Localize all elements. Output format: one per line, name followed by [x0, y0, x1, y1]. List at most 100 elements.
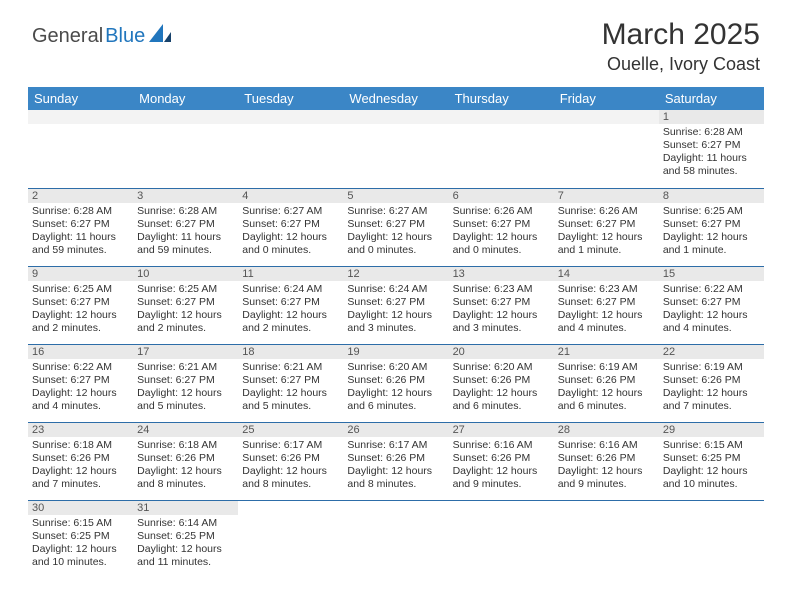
day-body: Sunrise: 6:16 AMSunset: 6:26 PMDaylight:…	[554, 437, 659, 494]
sunrise-text: Sunrise: 6:15 AM	[32, 517, 129, 530]
calendar-cell	[133, 110, 238, 188]
day-number: 2	[28, 189, 133, 203]
sunset-text: Sunset: 6:27 PM	[137, 296, 234, 309]
weekday-header: Monday	[133, 87, 238, 110]
logo-sail-icon	[149, 24, 171, 42]
sunrise-text: Sunrise: 6:22 AM	[32, 361, 129, 374]
day-body: Sunrise: 6:22 AMSunset: 6:27 PMDaylight:…	[659, 281, 764, 338]
daylight-text: Daylight: 11 hours and 58 minutes.	[663, 152, 760, 178]
day-body: Sunrise: 6:19 AMSunset: 6:26 PMDaylight:…	[659, 359, 764, 416]
sunset-text: Sunset: 6:27 PM	[242, 374, 339, 387]
sunrise-text: Sunrise: 6:20 AM	[453, 361, 550, 374]
day-number: 17	[133, 345, 238, 359]
day-body: Sunrise: 6:15 AMSunset: 6:25 PMDaylight:…	[28, 515, 133, 572]
day-body: Sunrise: 6:14 AMSunset: 6:25 PMDaylight:…	[133, 515, 238, 572]
day-number: 28	[554, 423, 659, 437]
sunrise-text: Sunrise: 6:28 AM	[137, 205, 234, 218]
sunrise-text: Sunrise: 6:27 AM	[242, 205, 339, 218]
calendar-cell: 30Sunrise: 6:15 AMSunset: 6:25 PMDayligh…	[28, 500, 133, 578]
calendar-cell: 25Sunrise: 6:17 AMSunset: 6:26 PMDayligh…	[238, 422, 343, 500]
day-body: Sunrise: 6:20 AMSunset: 6:26 PMDaylight:…	[449, 359, 554, 416]
calendar-cell	[343, 500, 448, 578]
sunset-text: Sunset: 6:25 PM	[663, 452, 760, 465]
sunset-text: Sunset: 6:27 PM	[663, 139, 760, 152]
daylight-text: Daylight: 12 hours and 0 minutes.	[347, 231, 444, 257]
calendar-cell	[449, 110, 554, 188]
sunset-text: Sunset: 6:26 PM	[453, 452, 550, 465]
sunrise-text: Sunrise: 6:16 AM	[558, 439, 655, 452]
daylight-text: Daylight: 12 hours and 4 minutes.	[663, 309, 760, 335]
day-number: 25	[238, 423, 343, 437]
calendar-cell: 20Sunrise: 6:20 AMSunset: 6:26 PMDayligh…	[449, 344, 554, 422]
daylight-text: Daylight: 12 hours and 3 minutes.	[347, 309, 444, 335]
daylight-text: Daylight: 12 hours and 0 minutes.	[242, 231, 339, 257]
calendar-cell: 23Sunrise: 6:18 AMSunset: 6:26 PMDayligh…	[28, 422, 133, 500]
sunrise-text: Sunrise: 6:24 AM	[242, 283, 339, 296]
calendar-cell	[659, 500, 764, 578]
calendar-cell: 6Sunrise: 6:26 AMSunset: 6:27 PMDaylight…	[449, 188, 554, 266]
calendar-cell: 18Sunrise: 6:21 AMSunset: 6:27 PMDayligh…	[238, 344, 343, 422]
calendar-cell: 17Sunrise: 6:21 AMSunset: 6:27 PMDayligh…	[133, 344, 238, 422]
day-body: Sunrise: 6:18 AMSunset: 6:26 PMDaylight:…	[133, 437, 238, 494]
sunrise-text: Sunrise: 6:16 AM	[453, 439, 550, 452]
calendar-cell	[28, 110, 133, 188]
calendar-cell: 4Sunrise: 6:27 AMSunset: 6:27 PMDaylight…	[238, 188, 343, 266]
calendar-cell: 27Sunrise: 6:16 AMSunset: 6:26 PMDayligh…	[449, 422, 554, 500]
day-number: 16	[28, 345, 133, 359]
day-number: 18	[238, 345, 343, 359]
page-subtitle: Ouelle, Ivory Coast	[602, 54, 760, 75]
daylight-text: Daylight: 12 hours and 8 minutes.	[347, 465, 444, 491]
weekday-header: Friday	[554, 87, 659, 110]
day-body: Sunrise: 6:21 AMSunset: 6:27 PMDaylight:…	[238, 359, 343, 416]
day-number: 22	[659, 345, 764, 359]
sunset-text: Sunset: 6:26 PM	[137, 452, 234, 465]
sunset-text: Sunset: 6:27 PM	[347, 218, 444, 231]
calendar-cell	[449, 500, 554, 578]
calendar-cell: 16Sunrise: 6:22 AMSunset: 6:27 PMDayligh…	[28, 344, 133, 422]
calendar-cell: 14Sunrise: 6:23 AMSunset: 6:27 PMDayligh…	[554, 266, 659, 344]
sunrise-text: Sunrise: 6:23 AM	[453, 283, 550, 296]
sunrise-text: Sunrise: 6:19 AM	[558, 361, 655, 374]
daylight-text: Daylight: 12 hours and 4 minutes.	[558, 309, 655, 335]
day-number: 15	[659, 267, 764, 281]
day-body: Sunrise: 6:24 AMSunset: 6:27 PMDaylight:…	[238, 281, 343, 338]
day-body: Sunrise: 6:22 AMSunset: 6:27 PMDaylight:…	[28, 359, 133, 416]
daylight-text: Daylight: 12 hours and 2 minutes.	[137, 309, 234, 335]
sunrise-text: Sunrise: 6:21 AM	[242, 361, 339, 374]
sunset-text: Sunset: 6:27 PM	[453, 218, 550, 231]
logo-text-blue: Blue	[105, 25, 145, 48]
sunset-text: Sunset: 6:27 PM	[453, 296, 550, 309]
day-body: Sunrise: 6:23 AMSunset: 6:27 PMDaylight:…	[554, 281, 659, 338]
day-body: Sunrise: 6:26 AMSunset: 6:27 PMDaylight:…	[449, 203, 554, 260]
daylight-text: Daylight: 11 hours and 59 minutes.	[137, 231, 234, 257]
daylight-text: Daylight: 12 hours and 1 minute.	[558, 231, 655, 257]
sunset-text: Sunset: 6:25 PM	[32, 530, 129, 543]
calendar-cell	[554, 500, 659, 578]
calendar-row: 1Sunrise: 6:28 AMSunset: 6:27 PMDaylight…	[28, 110, 764, 188]
calendar-cell: 10Sunrise: 6:25 AMSunset: 6:27 PMDayligh…	[133, 266, 238, 344]
logo-text-general: General	[32, 25, 103, 48]
calendar-cell	[554, 110, 659, 188]
sunset-text: Sunset: 6:26 PM	[347, 452, 444, 465]
daylight-text: Daylight: 11 hours and 59 minutes.	[32, 231, 129, 257]
sunrise-text: Sunrise: 6:15 AM	[663, 439, 760, 452]
sunset-text: Sunset: 6:27 PM	[137, 218, 234, 231]
day-body: Sunrise: 6:17 AMSunset: 6:26 PMDaylight:…	[343, 437, 448, 494]
weekday-header-row: SundayMondayTuesdayWednesdayThursdayFrid…	[28, 87, 764, 110]
calendar-cell: 12Sunrise: 6:24 AMSunset: 6:27 PMDayligh…	[343, 266, 448, 344]
calendar-cell: 19Sunrise: 6:20 AMSunset: 6:26 PMDayligh…	[343, 344, 448, 422]
sunrise-text: Sunrise: 6:26 AM	[558, 205, 655, 218]
day-number: 14	[554, 267, 659, 281]
sunrise-text: Sunrise: 6:25 AM	[137, 283, 234, 296]
sunrise-text: Sunrise: 6:17 AM	[347, 439, 444, 452]
weekday-header: Saturday	[659, 87, 764, 110]
daylight-text: Daylight: 12 hours and 5 minutes.	[242, 387, 339, 413]
calendar-cell: 28Sunrise: 6:16 AMSunset: 6:26 PMDayligh…	[554, 422, 659, 500]
calendar-cell: 21Sunrise: 6:19 AMSunset: 6:26 PMDayligh…	[554, 344, 659, 422]
sunrise-text: Sunrise: 6:18 AM	[137, 439, 234, 452]
daylight-text: Daylight: 12 hours and 11 minutes.	[137, 543, 234, 569]
calendar-cell: 7Sunrise: 6:26 AMSunset: 6:27 PMDaylight…	[554, 188, 659, 266]
sunrise-text: Sunrise: 6:28 AM	[663, 126, 760, 139]
calendar-cell: 9Sunrise: 6:25 AMSunset: 6:27 PMDaylight…	[28, 266, 133, 344]
daylight-text: Daylight: 12 hours and 10 minutes.	[32, 543, 129, 569]
